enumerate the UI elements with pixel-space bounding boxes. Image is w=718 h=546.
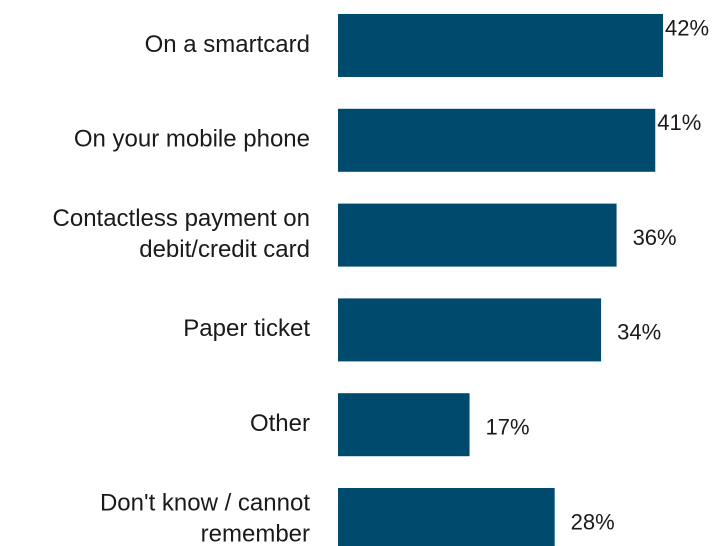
category-label-0: On a smartcard	[145, 31, 310, 58]
bar-4	[338, 393, 470, 457]
category-label-line: On a smartcard	[145, 31, 310, 58]
category-label-line: Contactless payment on	[53, 205, 310, 232]
bar-5	[338, 488, 555, 546]
bar-1	[338, 108, 656, 172]
category-label-1: On your mobile phone	[74, 126, 310, 153]
category-label-line: On your mobile phone	[74, 126, 310, 153]
value-label-1: 41%	[657, 110, 701, 135]
value-label-3: 34%	[617, 320, 661, 345]
value-label-4: 17%	[486, 415, 530, 440]
category-label-line: remember	[201, 520, 310, 546]
bar-0	[338, 14, 663, 77]
value-label-2: 36%	[633, 225, 677, 250]
category-label-line: Don't know / cannot	[100, 489, 310, 516]
category-label-3: Paper ticket	[183, 315, 310, 342]
bar-3	[338, 298, 602, 362]
value-label-0: 42%	[665, 15, 709, 40]
category-label-line: Other	[250, 410, 310, 437]
value-label-5: 28%	[571, 509, 615, 534]
category-label-line: Paper ticket	[183, 315, 310, 342]
category-label-4: Other	[250, 410, 310, 437]
category-label-2: Contactless payment on debit/credit card	[53, 205, 310, 263]
category-label-line: debit/credit card	[139, 236, 310, 263]
category-label-5: Don't know / cannot remember	[100, 489, 310, 546]
bar-2	[338, 203, 617, 267]
